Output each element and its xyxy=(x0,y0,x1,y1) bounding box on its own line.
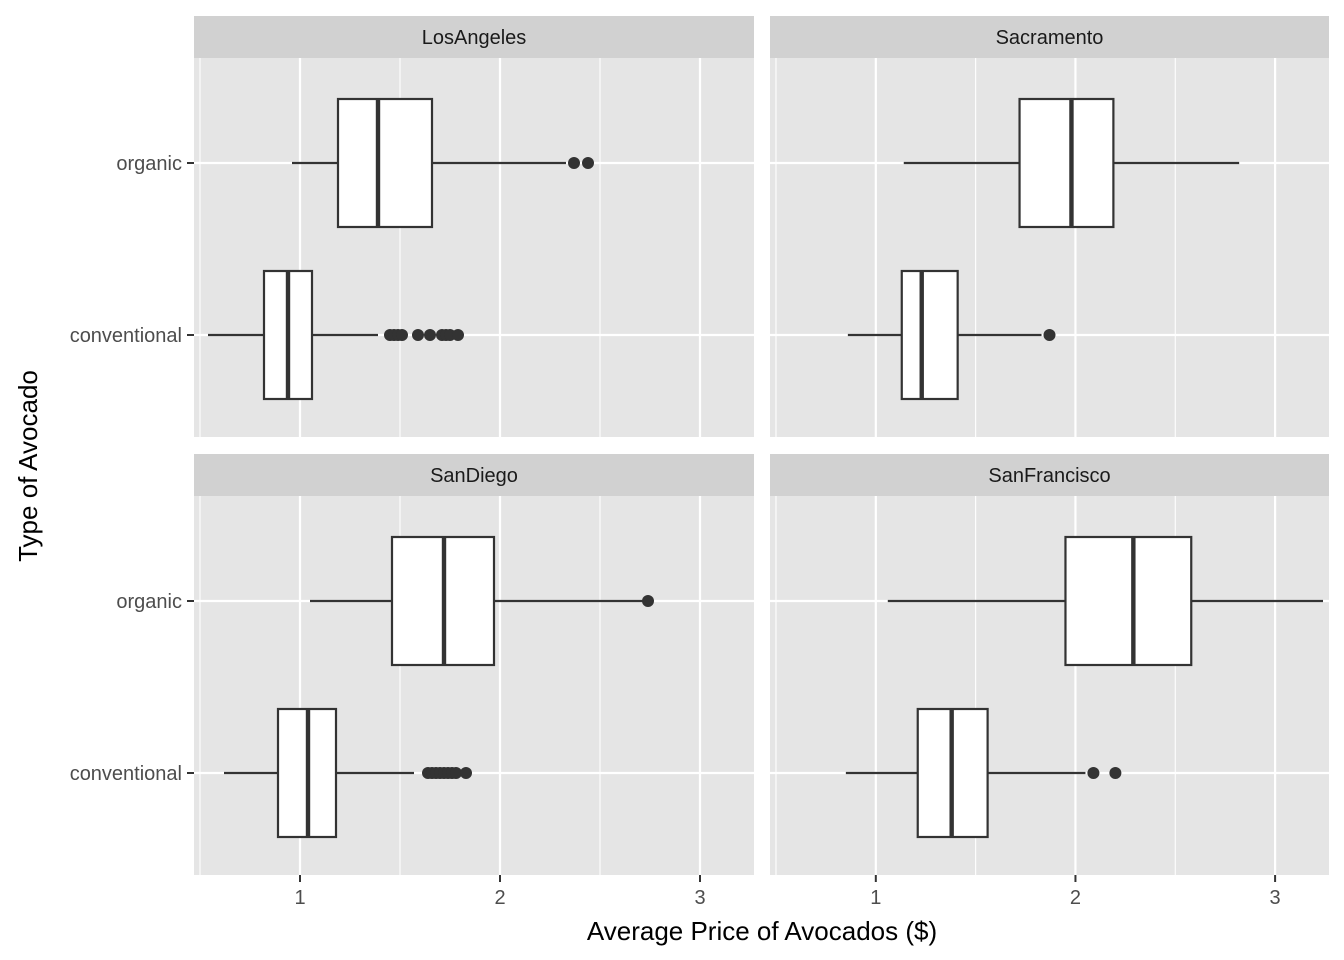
facet-strip-label: SanDiego xyxy=(430,465,518,487)
outlier-point xyxy=(1043,329,1056,341)
outlier-point xyxy=(1087,767,1100,779)
x-axis-title: Average Price of Avocados ($) xyxy=(587,916,937,946)
box-organic xyxy=(903,97,1240,229)
outlier-point xyxy=(424,329,436,341)
facet-strip xyxy=(194,454,754,496)
x-tick-label: 1 xyxy=(294,887,305,909)
y-axis-title: Type of Avocado xyxy=(13,370,43,562)
y-tick-label: conventional xyxy=(70,325,182,347)
outlier-point xyxy=(396,329,408,341)
x-tick-label: 2 xyxy=(1070,887,1081,909)
y-tick-label: organic xyxy=(116,153,182,175)
x-tick-label: 2 xyxy=(494,887,505,909)
x-tick-label: 1 xyxy=(870,887,881,909)
outlier-point xyxy=(642,595,654,607)
outlier-point xyxy=(1109,767,1122,779)
box-conventional xyxy=(847,269,1056,401)
outlier-point xyxy=(460,767,472,779)
facet-strip xyxy=(770,454,1329,496)
outlier-point xyxy=(452,329,464,341)
outlier-point xyxy=(568,157,580,169)
outlier-point xyxy=(412,329,424,341)
facet-strip-label: LosAngeles xyxy=(422,27,527,49)
box-organic xyxy=(310,535,654,667)
facet-strip-label: Sacramento xyxy=(996,27,1104,49)
facet-strip-label: SanFrancisco xyxy=(988,465,1110,487)
box-conventional xyxy=(208,269,464,401)
box-iqr xyxy=(1064,535,1193,667)
outlier-point xyxy=(582,157,594,169)
panel-background xyxy=(770,496,1329,875)
box-organic xyxy=(292,97,594,229)
y-tick-label: conventional xyxy=(70,763,182,785)
box-organic xyxy=(887,535,1324,667)
facet-panel-LosAngeles: LosAngeles conventional organic xyxy=(70,16,754,437)
facet-strip xyxy=(194,16,754,58)
box-iqr xyxy=(336,97,434,229)
facet-panel-Sacramento: Sacramento xyxy=(770,16,1329,437)
facet-panel-SanDiego: SanDiego 1 2 3 conventional organic xyxy=(70,454,754,909)
box-iqr xyxy=(900,269,959,401)
box-conventional xyxy=(224,707,472,839)
facet-strip xyxy=(770,16,1329,58)
box-iqr xyxy=(1018,97,1115,229)
outlier-point xyxy=(450,767,462,779)
facet-panels: LosAngeles conventional organic Sacramento S… xyxy=(70,16,1329,909)
facet-panel-SanFrancisco: SanFrancisco 1 2 3 xyxy=(770,454,1329,909)
x-tick-label: 3 xyxy=(694,887,705,909)
y-tick-label: organic xyxy=(116,591,182,613)
x-tick-label: 3 xyxy=(1270,887,1281,909)
box-conventional xyxy=(845,707,1122,839)
